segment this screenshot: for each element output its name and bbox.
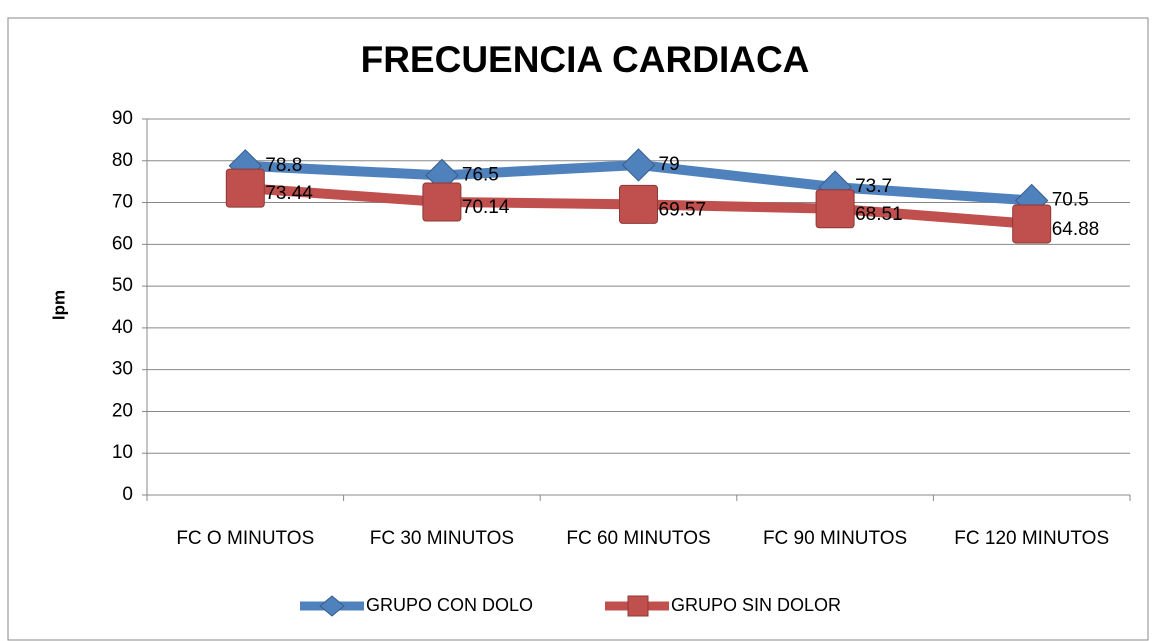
y-tick-label: 20 xyxy=(112,400,133,421)
marker xyxy=(815,189,855,229)
legend-label: GRUPO CON DOLO xyxy=(366,595,533,615)
data-label: 73.44 xyxy=(265,183,313,204)
data-label: 69.57 xyxy=(659,199,707,220)
x-tick-label: FC 30 MINUTOS xyxy=(370,528,514,549)
y-tick-label: 80 xyxy=(112,150,133,171)
legend-marker xyxy=(627,595,649,617)
x-tick-label: FC 60 MINUTOS xyxy=(566,528,710,549)
x-tick-label: FC 120 MINUTOS xyxy=(954,528,1109,549)
data-label: 73.7 xyxy=(855,176,892,197)
legend-label: GRUPO SIN DOLOR xyxy=(671,595,841,615)
x-tick-label: FC O MINUTOS xyxy=(176,528,314,549)
y-tick-label: 70 xyxy=(112,192,133,213)
y-tick-label: 40 xyxy=(112,317,133,338)
marker xyxy=(422,182,462,222)
marker xyxy=(225,168,265,208)
y-tick-label: 10 xyxy=(112,442,133,463)
data-label: 70.5 xyxy=(1052,189,1089,210)
y-tick-label: 90 xyxy=(112,108,133,129)
chart-title: FRECUENCIA CARDIACA xyxy=(361,39,810,80)
y-tick-label: 0 xyxy=(122,484,133,505)
data-label: 79 xyxy=(659,154,680,175)
data-label: 78.8 xyxy=(265,155,302,176)
data-label: 76.5 xyxy=(462,164,499,185)
marker xyxy=(621,148,656,182)
y-axis-title: lpm xyxy=(49,290,68,320)
chart-frame xyxy=(7,17,1149,641)
y-tick-label: 60 xyxy=(112,233,133,254)
x-tick-label: FC 90 MINUTOS xyxy=(763,528,907,549)
data-label: 70.14 xyxy=(462,197,510,218)
marker xyxy=(1012,204,1052,244)
y-tick-label: 30 xyxy=(112,359,133,380)
marker xyxy=(619,184,658,224)
data-label: 68.51 xyxy=(855,204,903,225)
y-tick-label: 50 xyxy=(112,275,133,296)
legend-marker xyxy=(319,595,345,617)
data-label: 64.88 xyxy=(1052,219,1100,240)
